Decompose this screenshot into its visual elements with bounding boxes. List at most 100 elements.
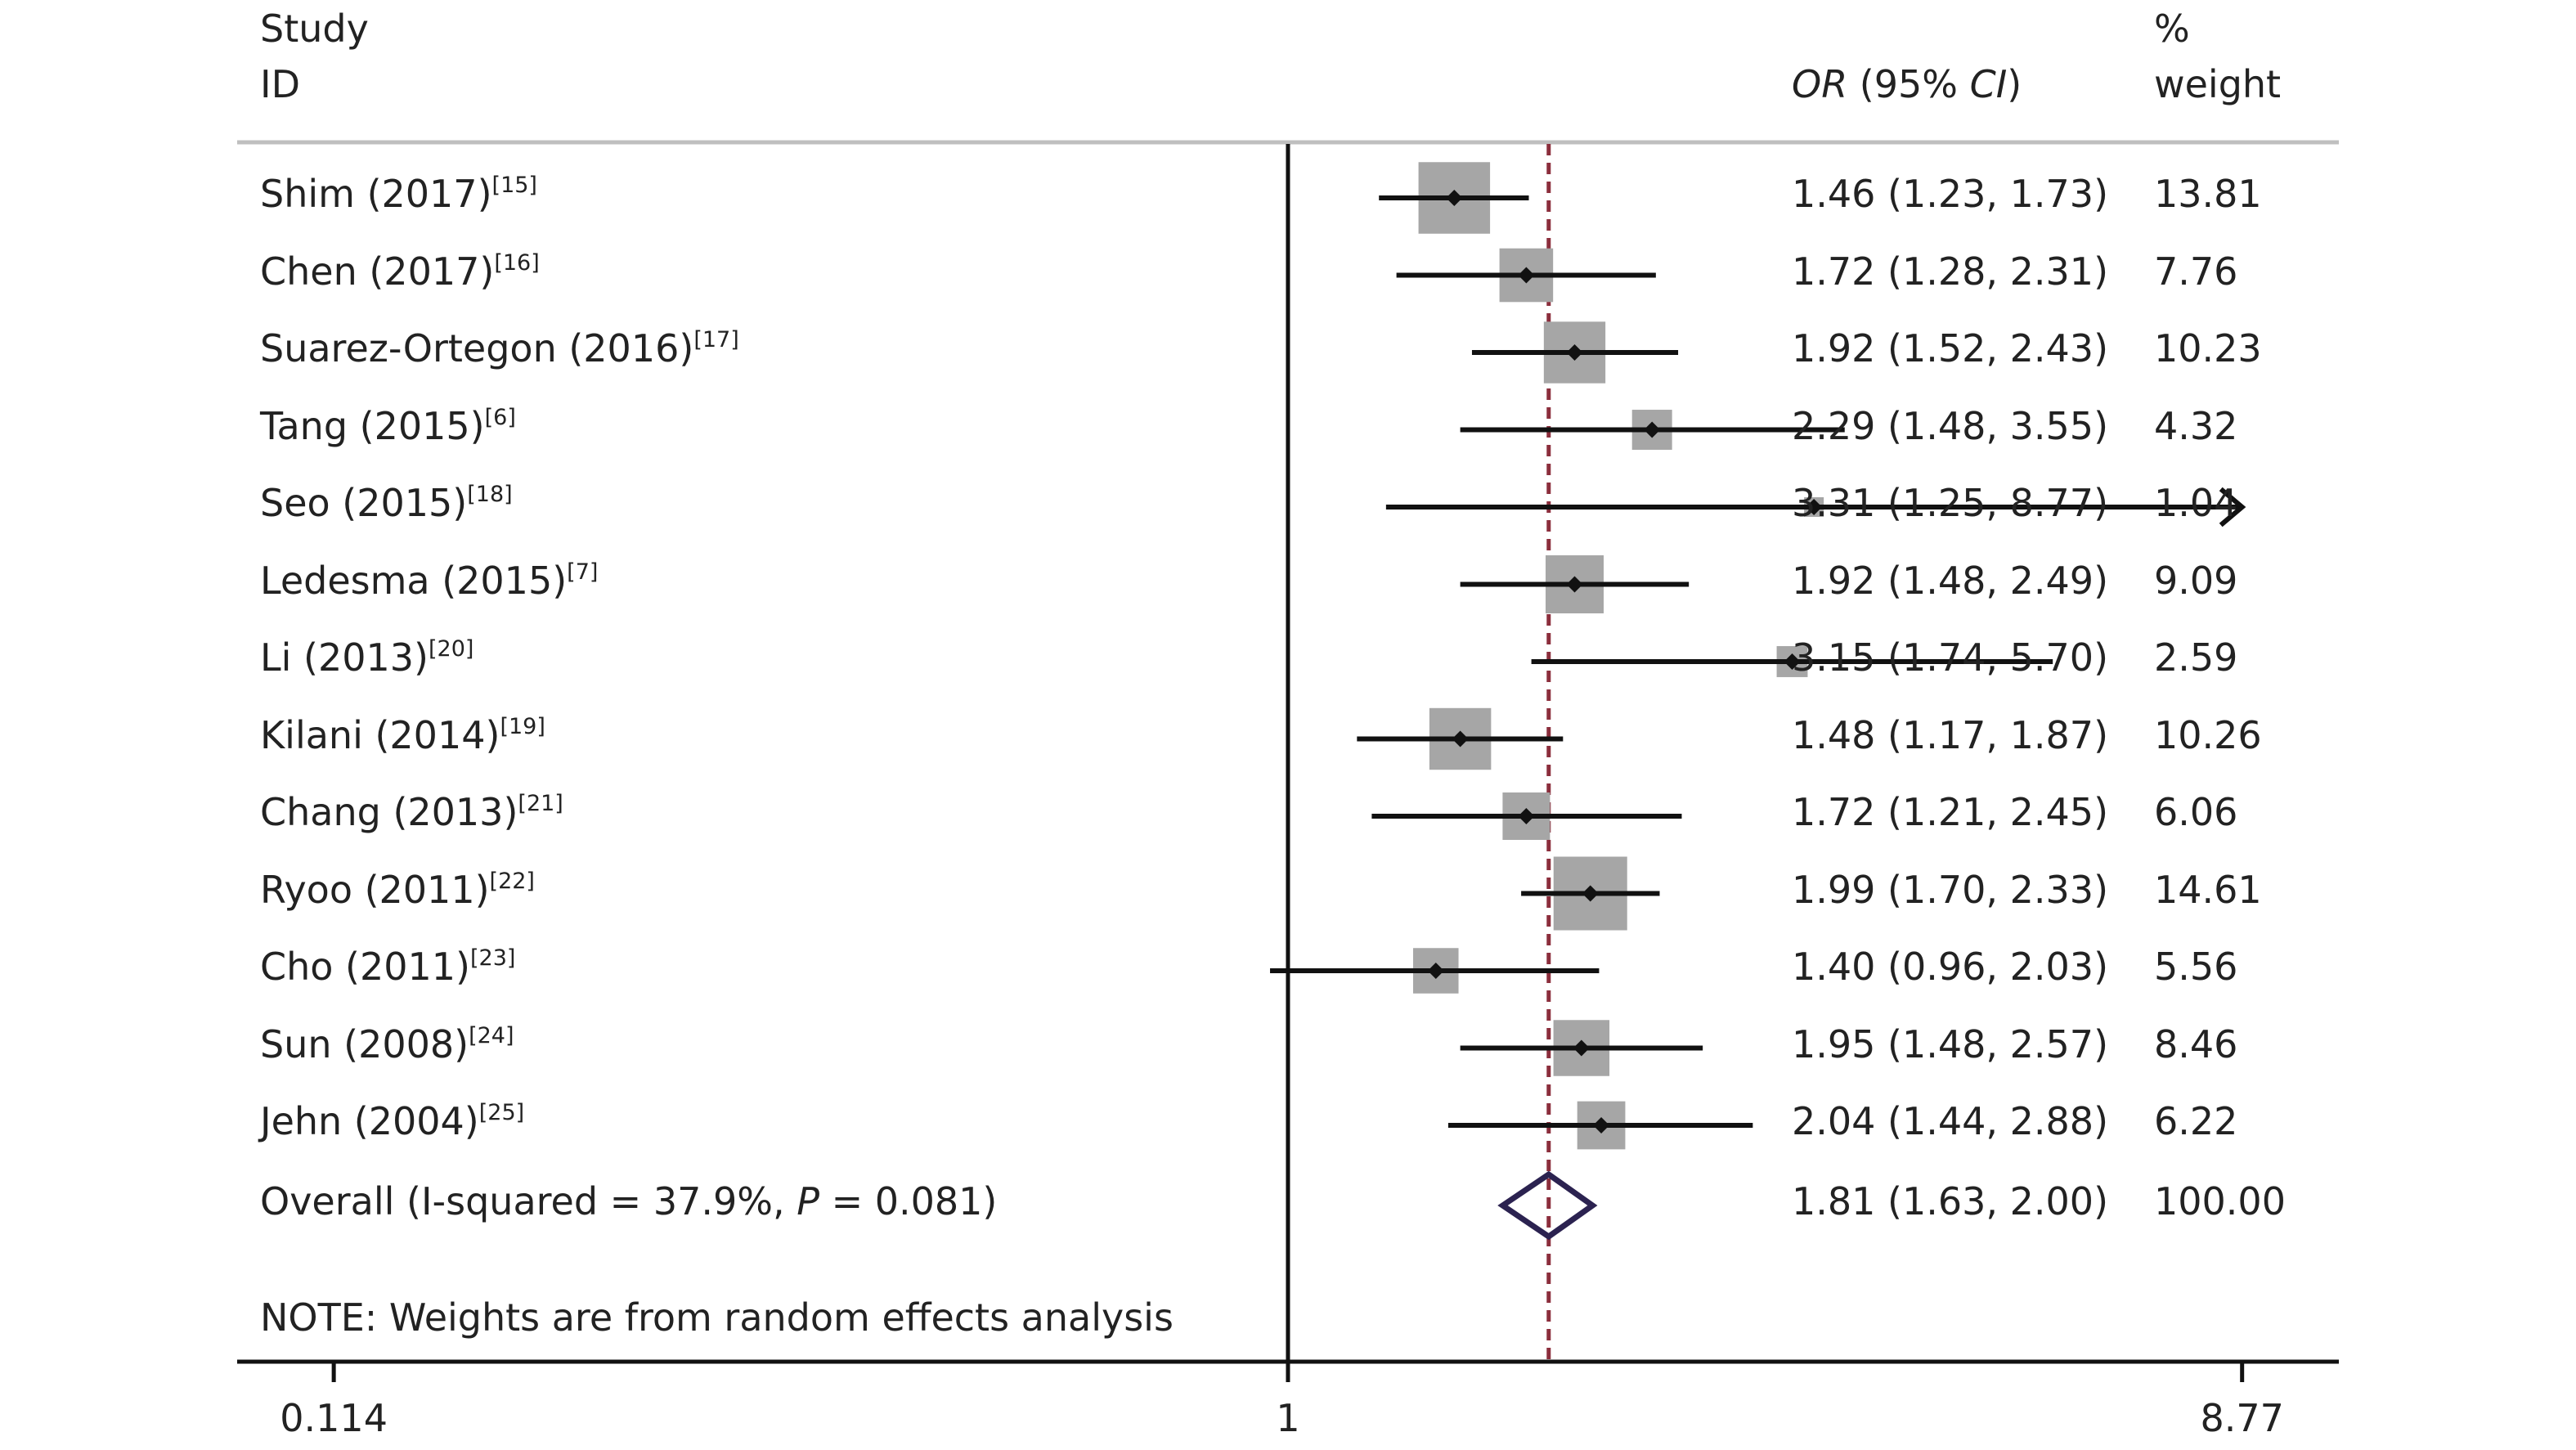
x-tick-label: 0.114: [280, 1396, 388, 1440]
study-ci-text: 1.48 (1.17, 1.87): [1792, 712, 2109, 757]
study-label: Seo (2015)[18]: [260, 481, 513, 525]
study-weight: 9.09: [2154, 558, 2238, 603]
or-ci-header-end: ): [2007, 62, 2022, 106]
study-header-line1: Study: [260, 7, 369, 51]
overall-label-prefix: Overall (I-squared = 37.9%,: [260, 1179, 797, 1223]
study-reference: [22]: [489, 868, 535, 894]
study-ci-text: 1.72 (1.21, 2.45): [1792, 790, 2109, 834]
study-point-estimate: [1566, 344, 1583, 361]
study-point-estimate: [1806, 499, 1823, 515]
study-point-estimate: [1593, 1117, 1610, 1134]
study-weight: 10.23: [2154, 326, 2262, 370]
study-point-estimate: [1573, 1039, 1590, 1057]
study-reference: [17]: [693, 327, 739, 352]
study-name: Shim (2017): [260, 172, 492, 216]
study-name: Ledesma (2015): [260, 558, 568, 603]
study-reference: [6]: [484, 404, 516, 430]
study-label: Tang (2015)[6]: [260, 403, 516, 448]
study-label: Chen (2017)[16]: [260, 249, 540, 290]
study-name: Ryoo (2011): [260, 867, 490, 912]
x-tick-label: 8.77: [2200, 1396, 2283, 1440]
study-weight: 2.59: [2154, 635, 2238, 680]
study-weight: 13.81: [2154, 172, 2262, 216]
plot-layer: [1270, 144, 2246, 1362]
study-reference: [21]: [518, 791, 563, 816]
study-label: Ledesma (2015)[7]: [260, 559, 599, 599]
study-name: Kilani (2014): [260, 712, 500, 757]
study-ci-text: 1.92 (1.52, 2.43): [1792, 326, 2109, 370]
study-reference: [19]: [500, 713, 545, 739]
overall-weight: 100.00: [2154, 1179, 2286, 1223]
study-reference: [18]: [467, 482, 513, 507]
study-point-estimate: [1644, 421, 1661, 438]
overall-label: Overall (I-squared = 37.9%, P = 0.081): [260, 1183, 997, 1220]
study-weight: 4.32: [2154, 403, 2238, 448]
study-point-estimate: [1582, 885, 1599, 902]
study-reference: [16]: [494, 249, 540, 276]
study-name: Cho (2011): [260, 945, 470, 989]
study-ci-text: 1.95 (1.48, 2.57): [1792, 1021, 2109, 1066]
or-ci-header: OR (95% CI): [1792, 65, 2022, 103]
study-weight: 14.61: [2154, 867, 2262, 912]
study-ci-text: 2.29 (1.48, 3.55): [1792, 403, 2109, 448]
study-weight: 8.46: [2154, 1021, 2238, 1066]
overall-label-p: P: [797, 1179, 819, 1223]
weight-header-line2: weight: [2154, 62, 2282, 106]
study-weight: 6.06: [2154, 790, 2238, 834]
or-ci-header-ci: CI: [1969, 62, 2008, 106]
study-reference: [7]: [567, 559, 599, 585]
study-weight: 6.22: [2154, 1099, 2238, 1143]
study-ci-text: 3.15 (1.74, 5.70): [1792, 635, 2109, 680]
or-ci-header-mid: (95%: [1847, 62, 1970, 106]
study-weight: 1.04: [2154, 481, 2238, 525]
study-label: Kilani (2014)[19]: [260, 716, 545, 754]
study-ci-text: 1.92 (1.48, 2.49): [1792, 558, 2109, 603]
x-tick-label: 1: [1276, 1396, 1299, 1440]
study-ci-text: 1.72 (1.28, 2.31): [1792, 249, 2109, 294]
study-point-estimate: [1566, 576, 1583, 593]
study-ci-text: 1.99 (1.70, 2.33): [1792, 867, 2109, 912]
weights-note: NOTE: Weights are from random effects an…: [260, 1295, 1174, 1340]
study-point-estimate: [1452, 730, 1469, 747]
study-point-estimate: [1518, 808, 1535, 824]
study-ci-arrow: [2219, 487, 2246, 527]
study-ci-text: 2.04 (1.44, 2.88): [1792, 1099, 2109, 1143]
study-name: Suarez-Ortegon (2016): [260, 326, 694, 370]
study-reference: [20]: [429, 636, 474, 662]
weight-header-line1: %: [2154, 7, 2190, 51]
study-name: Tang (2015): [260, 403, 485, 448]
study-reference: [15]: [491, 173, 537, 198]
study-header-line2: ID: [260, 62, 300, 106]
study-point-estimate: [1784, 653, 1801, 670]
study-ci-text: 1.40 (0.96, 2.03): [1792, 945, 2109, 989]
study-weight: 7.76: [2154, 249, 2238, 294]
study-name: Seo (2015): [260, 481, 468, 525]
tick-layer: 0.114 1 8.77: [280, 1362, 2284, 1440]
study-name: Jehn (2004): [260, 1099, 479, 1143]
study-name: Chen (2017): [260, 249, 495, 294]
overall-ci-text: 1.81 (1.63, 2.00): [1792, 1179, 2109, 1223]
study-reference: [25]: [478, 1100, 525, 1125]
study-weight: 5.56: [2154, 945, 2238, 989]
study-name: Li (2013): [260, 635, 429, 680]
study-reference: [23]: [470, 945, 516, 971]
study-reference: [24]: [469, 1022, 514, 1048]
study-ci-text: 3.31 (1.25, 8.77): [1792, 481, 2109, 525]
study-label: Li (2013)[20]: [260, 636, 474, 676]
study-label: Suarez-Ortegon (2016)[17]: [260, 327, 739, 367]
study-label: Sun (2008)[24]: [260, 1022, 514, 1063]
study-label: Ryoo (2011)[22]: [260, 867, 535, 912]
overall-diamond: [1497, 1170, 1598, 1241]
or-ci-header-or: OR: [1792, 62, 1848, 106]
study-point-estimate: [1446, 190, 1463, 206]
study-name: Sun (2008): [260, 1021, 469, 1066]
study-point-estimate: [1427, 963, 1444, 979]
study-label: Shim (2017)[15]: [260, 172, 537, 216]
study-point-estimate: [1518, 267, 1535, 284]
study-label: Jehn (2004)[25]: [260, 1102, 524, 1140]
overall-label-suffix: = 0.081): [819, 1179, 998, 1223]
study-name: Chang (2013): [260, 790, 518, 834]
study-label: Cho (2011)[23]: [260, 945, 516, 985]
study-weight: 10.26: [2154, 712, 2262, 757]
